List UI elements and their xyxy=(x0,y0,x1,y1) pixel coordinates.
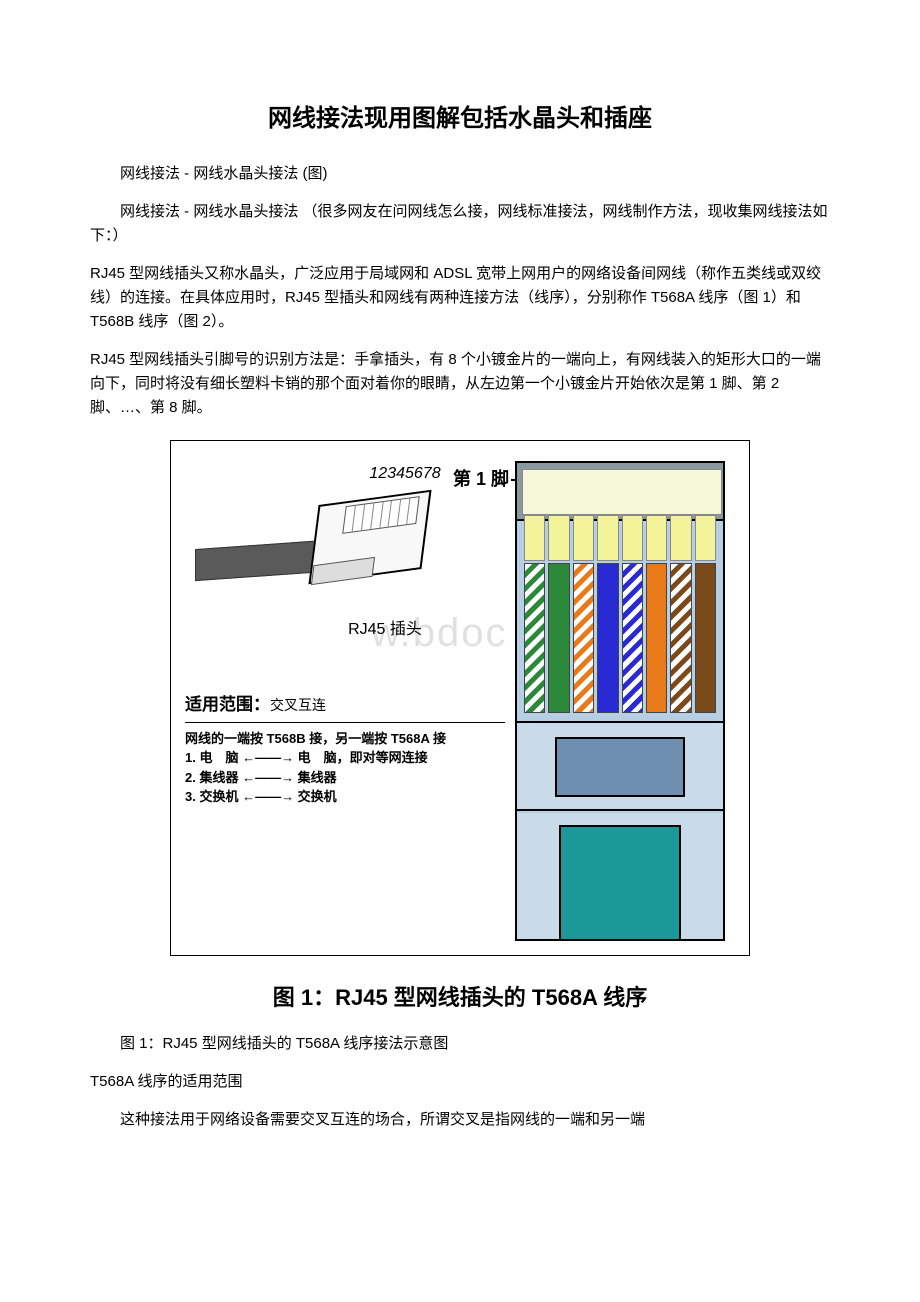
wire-blue xyxy=(597,515,618,715)
scope-item: 1. 电 脑 ←——→ 电 脑，即对等网连接 xyxy=(185,748,505,768)
diagram-right-column: 第 1 脚 xyxy=(515,461,735,941)
paragraph-t568a-scope: 这种接法用于网络设备需要交叉互连的场合，所谓交叉是指网线的一端和另一端 xyxy=(90,1108,830,1132)
paragraph-rj45-desc: RJ45 型网线插头又称水晶头，广泛应用于局域网和 ADSL 宽带上网用户的网络… xyxy=(90,262,830,334)
scope-line: 网线的一端按 T568B 接，另一端按 T568A 接 xyxy=(185,729,505,749)
wire-brown xyxy=(695,515,716,715)
section-t568a-title: T568A 线序的适用范围 xyxy=(90,1070,830,1094)
page-title: 网线接法现用图解包括水晶头和插座 xyxy=(90,100,830,138)
scope-item: 2. 集线器 ←——→ 集线器 xyxy=(185,768,505,788)
figure-1-diagram: 12345678 RJ45 插头 w.bdoc 适用范围：交叉互连 网线的一端按… xyxy=(170,440,750,956)
rj45-plug-illustration xyxy=(195,489,455,609)
plug-label: RJ45 插头 xyxy=(265,617,505,643)
diagram-left-column: 12345678 RJ45 插头 w.bdoc 适用范围：交叉互连 网线的一端按… xyxy=(185,461,505,806)
wire-green xyxy=(548,515,569,715)
wire-blue-white xyxy=(622,515,643,715)
paragraph-pin-desc: RJ45 型网线插头引脚号的识别方法是：手拿插头，有 8 个小镀金片的一端向上，… xyxy=(90,348,830,420)
wire-brown-white xyxy=(670,515,691,715)
scope-list: 网线的一端按 T568B 接，另一端按 T568A 接 1. 电 脑 ←——→ … xyxy=(185,729,505,807)
figure-1-caption: 图 1：RJ45 型网线插头的 T568A 线序接法示意图 xyxy=(90,1032,830,1056)
figure-1-title: 图 1：RJ45 型网线插头的 T568A 线序 xyxy=(90,980,830,1015)
connector-cross-section xyxy=(515,461,725,941)
wire-orange-white xyxy=(573,515,594,715)
paragraph-intro-2: 网线接法 - 网线水晶头接法 （很多网友在问网线怎么接，网线标准接法，网线制作方… xyxy=(90,200,830,248)
scope-title: 适用范围：交叉互连 xyxy=(185,691,505,723)
paragraph-intro-1: 网线接法 - 网线水晶头接法 (图) xyxy=(90,162,830,186)
wire-green-white xyxy=(524,515,545,715)
wire-orange xyxy=(646,515,667,715)
scope-item: 3. 交换机 ←——→ 交换机 xyxy=(185,787,505,807)
